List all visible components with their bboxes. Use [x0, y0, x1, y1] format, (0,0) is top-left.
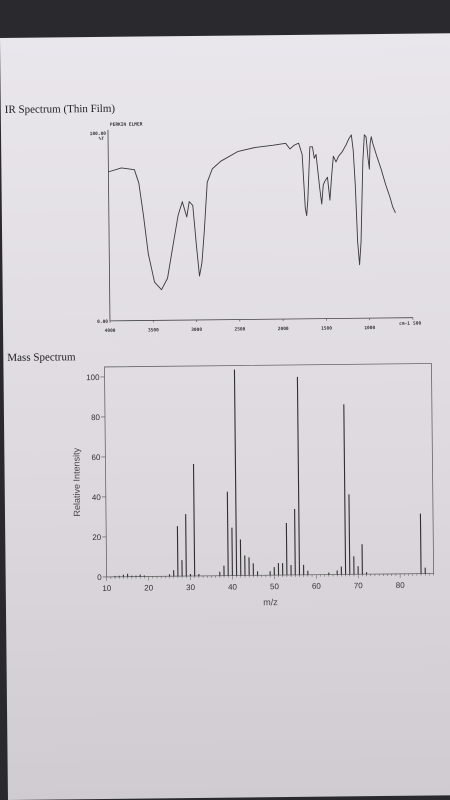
ms-y-tick-label: 80 — [91, 413, 101, 422]
ir-y-axis — [107, 129, 111, 321]
ms-x-tick-label: 50 — [270, 582, 280, 591]
ir-x-tick-label: 2500 — [234, 326, 245, 332]
ms-y-tick-label: 20 — [92, 533, 102, 542]
ms-x-tick-label: 20 — [144, 583, 154, 592]
ms-y-tick-label: 60 — [91, 453, 101, 462]
ms-peak-bar — [185, 514, 187, 577]
ms-peak-bar — [176, 526, 179, 577]
ms-peak-bar — [348, 494, 351, 575]
paper-sheet: IR Spectrum (Thin Film) Mass Spectrum PE… — [0, 33, 450, 800]
ms-y-axis-label: Relative Intensity — [71, 447, 82, 516]
ir-y-bottom-label: 0.00 — [97, 319, 108, 325]
ms-y-tick-label: 40 — [92, 493, 102, 502]
ir-y-top-sub: %T — [99, 136, 105, 142]
ir-x-axis — [109, 317, 413, 322]
ir-x-tick-label: 1000 — [364, 325, 375, 331]
ms-peak-bar — [226, 491, 229, 576]
ms-x-tick-label: 30 — [186, 583, 196, 592]
ms-peak-bar — [233, 369, 238, 576]
ir-x-tick-label: 3000 — [191, 327, 202, 333]
ms-peak-bar — [296, 376, 301, 575]
ms-peak-bar — [231, 527, 233, 576]
ms-x-tick-label: 80 — [396, 581, 406, 590]
ir-y-top-label: 100.00 — [90, 131, 107, 137]
ir-trace-line — [108, 134, 396, 291]
ir-header-label: PERKIN ELMER — [110, 122, 143, 128]
ms-peak-bar — [192, 463, 196, 576]
ms-x-tick-label: 60 — [312, 582, 322, 591]
ir-x-tick-label: 3500 — [148, 327, 159, 333]
ir-x-unit-label: cm-1 — [399, 321, 410, 327]
ms-peak-bar — [285, 523, 288, 576]
ms-peak-bar — [419, 513, 422, 574]
ms-peak-bar — [343, 404, 347, 575]
ms-y-tick-label: 0 — [97, 573, 102, 582]
ms-peak-bar — [294, 508, 296, 575]
ms-x-tick-label: 40 — [228, 583, 238, 592]
ir-x-tick-label: 4000 — [105, 328, 116, 334]
mass-spectrum-chart: 10 20 30 40 50 60 70 80 0 20 40 60 80 100 m/z Relative … — [71, 363, 435, 607]
ms-y-tick-label: 100 — [86, 373, 100, 382]
ms-x-axis-label: m/z — [263, 597, 278, 607]
ir-x-tick-label: 2000 — [278, 326, 289, 332]
ir-x-tick-label: 500 — [413, 321, 421, 327]
ms-x-tick-label: 10 — [102, 584, 112, 593]
ir-x-tick-label: 1500 — [321, 326, 332, 332]
ms-plot-frame — [104, 363, 435, 578]
ms-x-tick-label: 70 — [354, 581, 364, 590]
